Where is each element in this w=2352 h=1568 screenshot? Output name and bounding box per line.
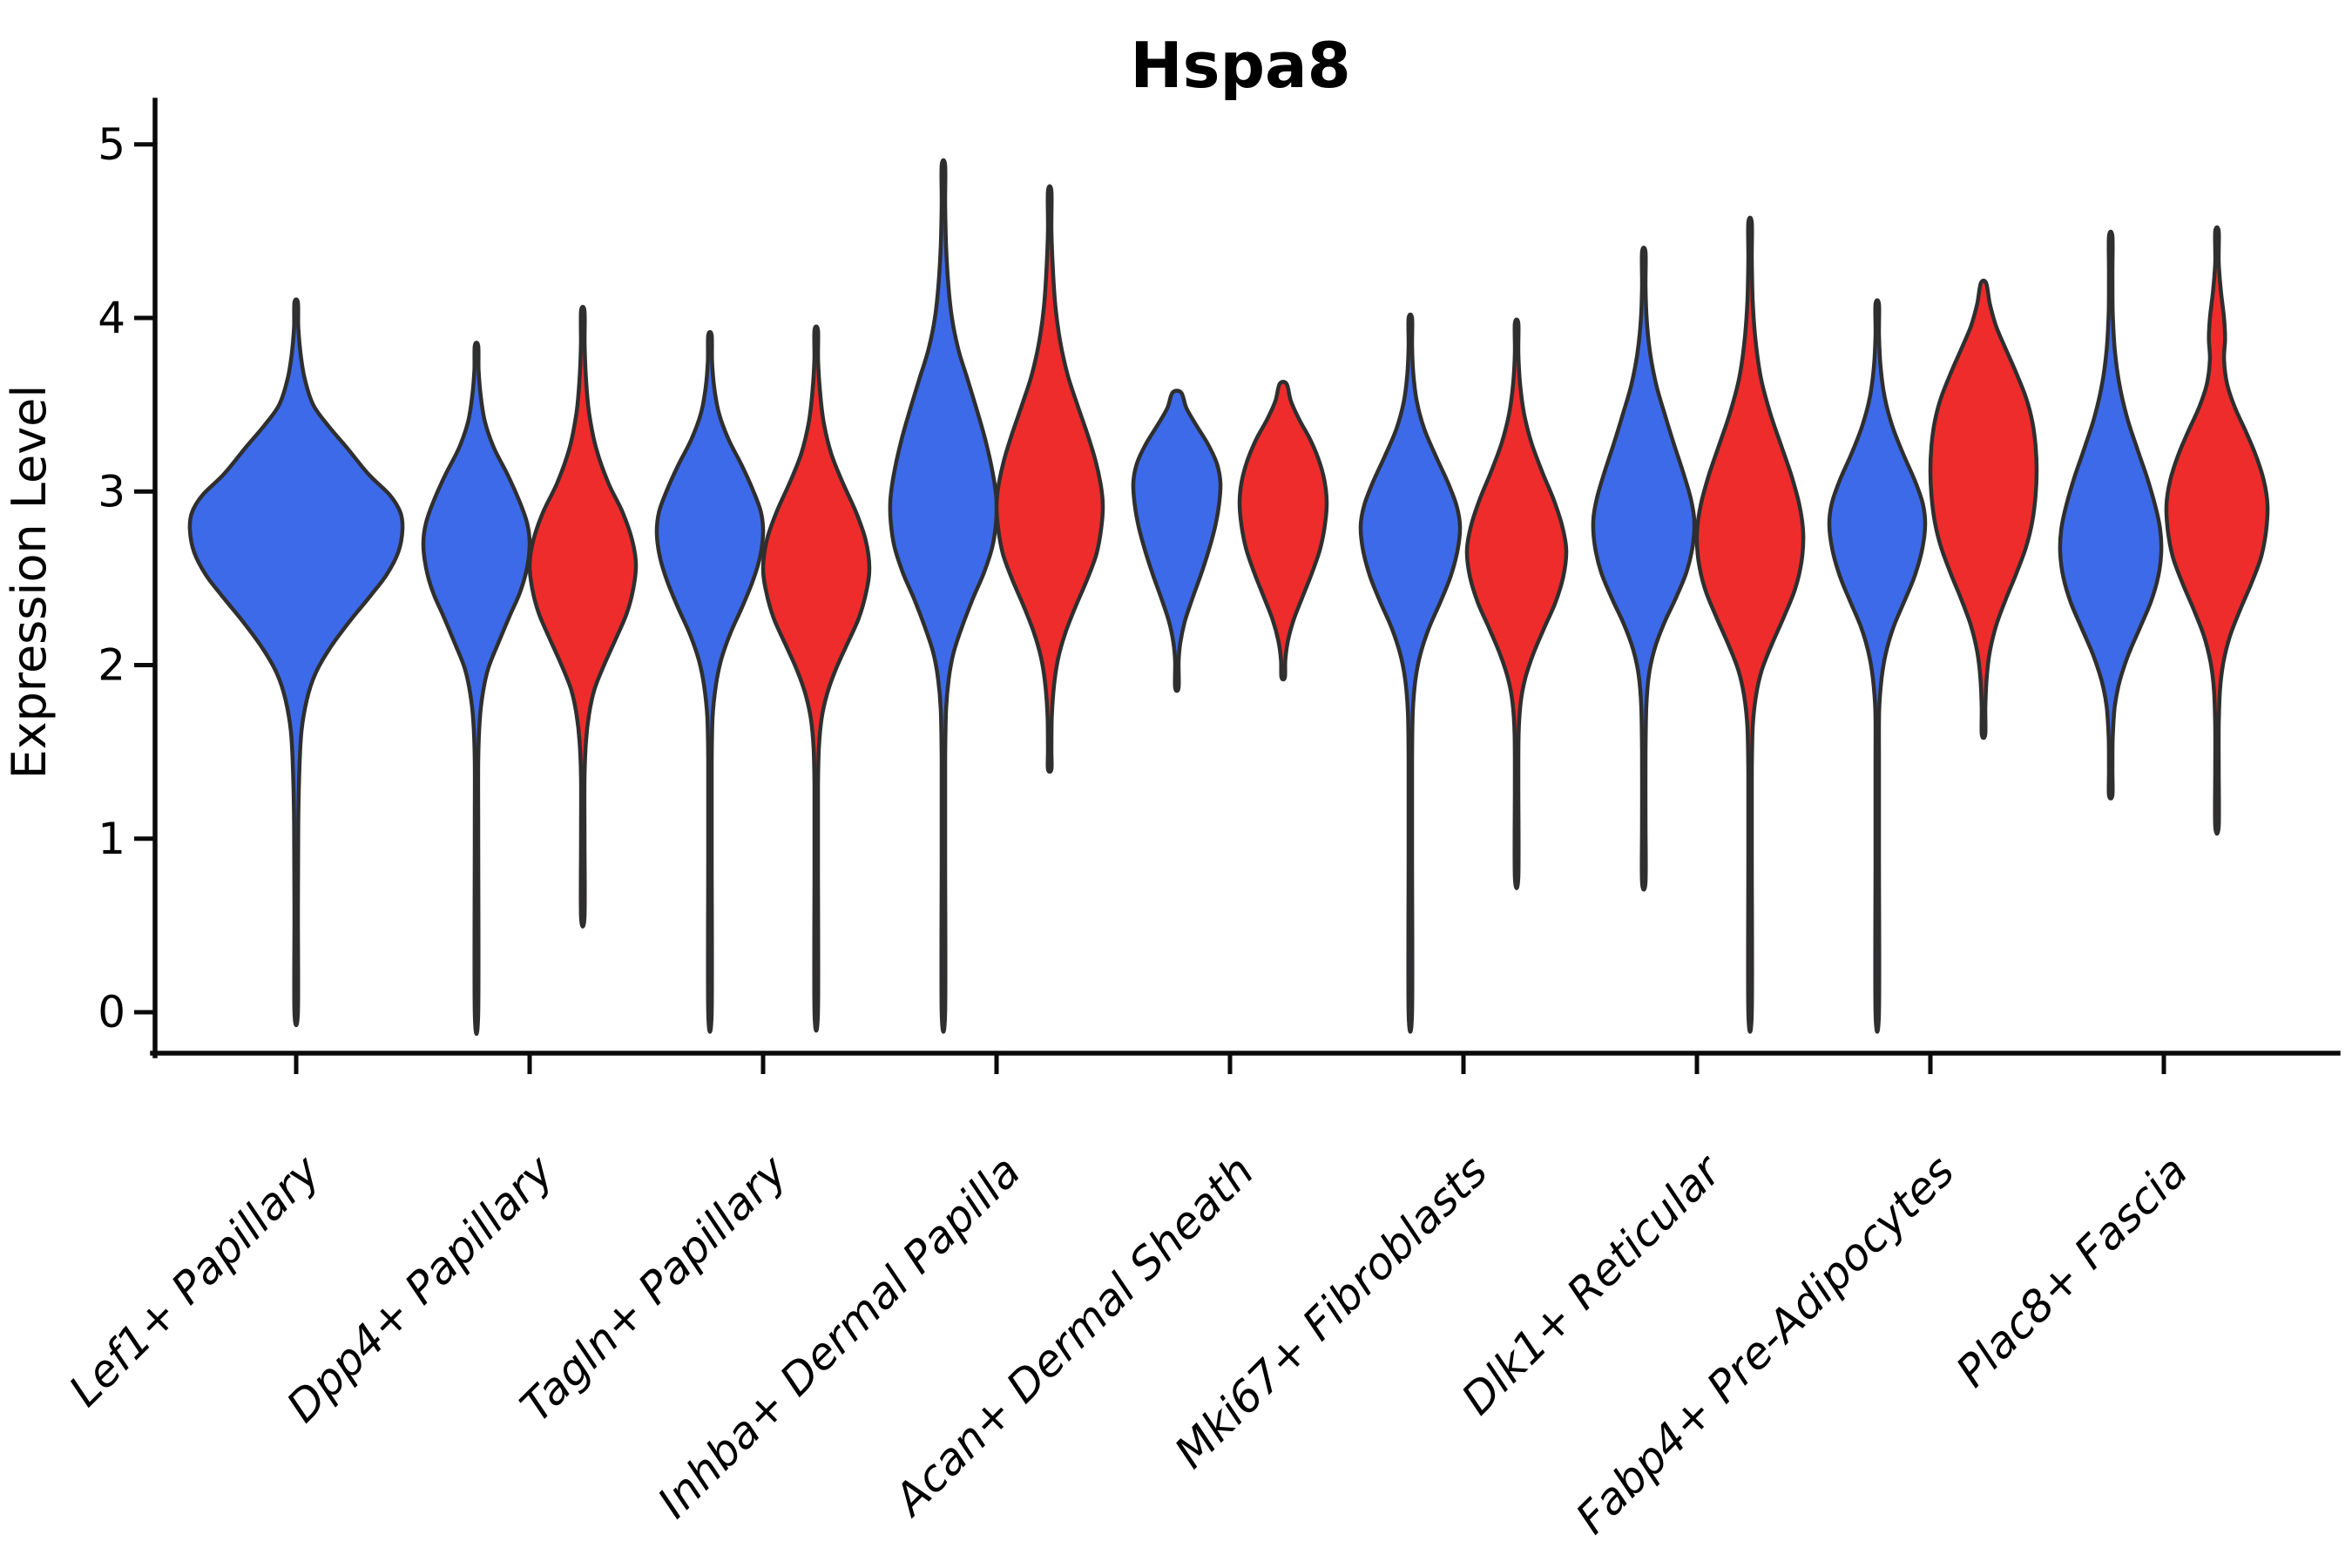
violin-acan-dermal-sheath-red [1237, 379, 1329, 682]
y-tick-label: 0 [98, 987, 125, 1037]
x-tick-label-fabp4-pre-adipocytes: Fabp4+ Pre-Adipocytes [1566, 1146, 1964, 1544]
y-tick-label: 1 [98, 814, 125, 864]
violin-plac8-fascia-blue [2058, 229, 2164, 801]
x-tick-label-plac8-fascia: Plac8+ Fascia [1947, 1146, 2198, 1396]
violin-dpp4-papillary-blue [421, 341, 532, 1036]
violin-dlk1-reticular-red [1694, 215, 1806, 1034]
violin-acan-dermal-sheath-blue [1131, 389, 1223, 693]
y-axis-label: Expression Level [2, 385, 57, 780]
violin-mki67-fibroblasts-blue [1358, 312, 1463, 1034]
violin-tagln-papillary-red [760, 324, 872, 1033]
y-axis: 0 1 2 3 4 5 [98, 98, 158, 1058]
x-tick-label-lef1-papillary: Lef1+ Papillary [59, 1145, 330, 1416]
violin-tagln-papillary-blue [654, 329, 766, 1034]
violin-inhba-dermal-papilla-blue [888, 158, 999, 1034]
violin-lef1-papillary-blue [187, 297, 405, 1028]
y-tick-label: 5 [98, 119, 125, 170]
y-tick-label: 3 [98, 466, 125, 517]
violins-layer [187, 158, 2270, 1036]
violin-inhba-dermal-papilla-red [994, 184, 1105, 774]
violin-plac8-fascia-red [2164, 225, 2270, 836]
y-tick-label: 4 [98, 293, 125, 343]
violin-dpp4-papillary-red [527, 305, 639, 929]
violin-fabp4-pre-adipocytes-red [1928, 278, 2039, 740]
violin-fabp4-pre-adipocytes-blue [1827, 298, 1928, 1034]
y-tick-label: 2 [98, 640, 125, 691]
x-tick-label-dlk1-reticular: Dlk1+ Reticular [1452, 1144, 1733, 1424]
violin-mki67-fibroblasts-red [1464, 317, 1569, 890]
plot-title: Hspa8 [1130, 29, 1350, 102]
y-ticks-layer: 0 1 2 3 4 5 [98, 119, 155, 1037]
violin-dlk1-reticular-blue [1591, 246, 1697, 892]
